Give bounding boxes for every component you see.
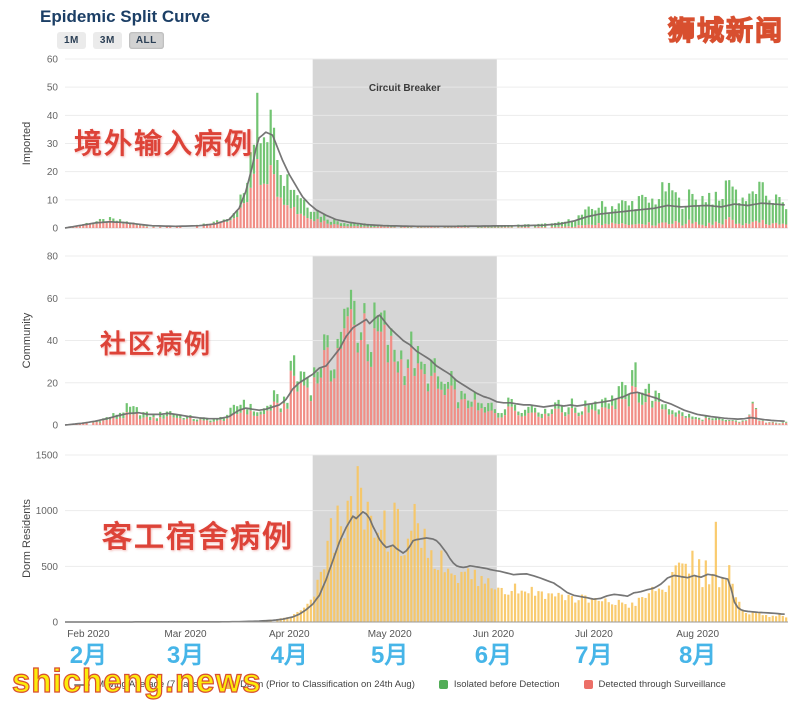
watermark-bottom-left: shicheng.news — [11, 661, 262, 699]
imported-annotation: 境外输入病例 — [74, 128, 255, 159]
x-tick-label: May 2020 — [368, 629, 412, 640]
community-moving-average-line — [64, 314, 785, 426]
imported-moving-average-line — [64, 131, 785, 229]
y-tick-label: 20 — [47, 167, 59, 178]
range-button-3m[interactable]: 3M — [92, 32, 122, 49]
x-tick-label: Feb 2020 — [67, 629, 110, 640]
community-bars — [72, 289, 788, 425]
community-panel: 0 20 40 60 80 Community — [21, 252, 788, 432]
y-tick-label: 40 — [47, 111, 59, 122]
x-tick-label-chinese: 5月 — [371, 642, 408, 669]
detected-swatch — [583, 680, 593, 689]
dorm_residents-bars — [262, 466, 788, 622]
page-title: Epidemic Split Curve — [40, 7, 211, 26]
y-tick-label: 60 — [47, 55, 59, 66]
x-tick-label: Mar 2020 — [164, 629, 207, 640]
y-tick-label: 1500 — [36, 451, 59, 462]
legend-label: Dorm (Prior to Classification on 24th Au… — [240, 679, 415, 690]
imported-ylabel: Imported — [21, 122, 33, 165]
imported-bars — [68, 92, 788, 228]
y-tick-label: 60 — [47, 294, 59, 305]
community-annotation: 社区病例 — [100, 329, 213, 359]
y-tick-label: 0 — [52, 224, 58, 235]
x-tick-label: Apr 2020 — [269, 629, 310, 640]
x-tick-label-chinese: 2月 — [70, 642, 107, 669]
legend-item-moving-average: Moving Average (7 days) — [74, 679, 201, 690]
y-tick-label: 40 — [47, 336, 59, 347]
x-tick-label: Jul 2020 — [575, 629, 613, 640]
y-tick-label: 10 — [47, 195, 59, 206]
community-ylabel: Community — [21, 312, 33, 368]
y-tick-label: 1000 — [36, 506, 59, 517]
x-tick-label-chinese: 6月 — [475, 642, 512, 669]
legend-label: Detected through Surveillance — [598, 679, 726, 690]
watermark-top-right: 狮城新闻 — [667, 15, 784, 46]
range-button-all[interactable]: ALL — [128, 32, 164, 49]
x-tick-label-chinese: 4月 — [271, 642, 308, 669]
y-tick-label: 0 — [52, 618, 58, 629]
y-tick-label: 80 — [47, 252, 59, 263]
x-tick-label-chinese: 8月 — [679, 642, 716, 669]
legend-item-isolated: Isolated before Detection — [438, 679, 560, 690]
range-buttons: 1M 3M ALL — [57, 32, 164, 49]
dorm-swatch — [225, 680, 235, 689]
dorm-annotation: 客工宿舍病例 — [102, 521, 294, 554]
legend-item-dorm: Dorm (Prior to Classification on 24th Au… — [225, 679, 415, 690]
legend-label: Isolated before Detection — [453, 679, 560, 690]
imported-panel: 0 10 20 30 40 50 60 Imported Circuit Breaker — [21, 55, 788, 235]
legend-item-detected: Detected through Surveillance — [583, 679, 726, 690]
y-tick-label: 20 — [47, 378, 59, 389]
y-tick-label: 0 — [52, 421, 58, 432]
y-tick-label: 50 — [47, 83, 59, 94]
x-tick-label-chinese: 3月 — [167, 642, 204, 669]
circuit-breaker-label: Circuit Breaker — [369, 83, 441, 94]
range-button-1m[interactable]: 1M — [57, 32, 86, 49]
legend-label: Moving Average (7 days) — [96, 679, 202, 690]
moving-average-line-swatch — [74, 683, 91, 686]
isolated-swatch — [438, 680, 448, 689]
y-tick-label: 30 — [47, 139, 59, 150]
dorm_residents-ylabel: Dorm Residents — [21, 499, 33, 578]
x-tick-label-chinese: 7月 — [575, 642, 612, 669]
chart-legend: Moving Average (7 days) Dorm (Prior to C… — [0, 679, 800, 690]
x-tick-label: Jun 2020 — [473, 629, 515, 640]
y-tick-label: 500 — [41, 562, 58, 573]
dorm_residents-panel: 0 500 1000 1500 Dorm Residents — [21, 451, 788, 629]
x-tick-label: Aug 2020 — [676, 629, 719, 640]
